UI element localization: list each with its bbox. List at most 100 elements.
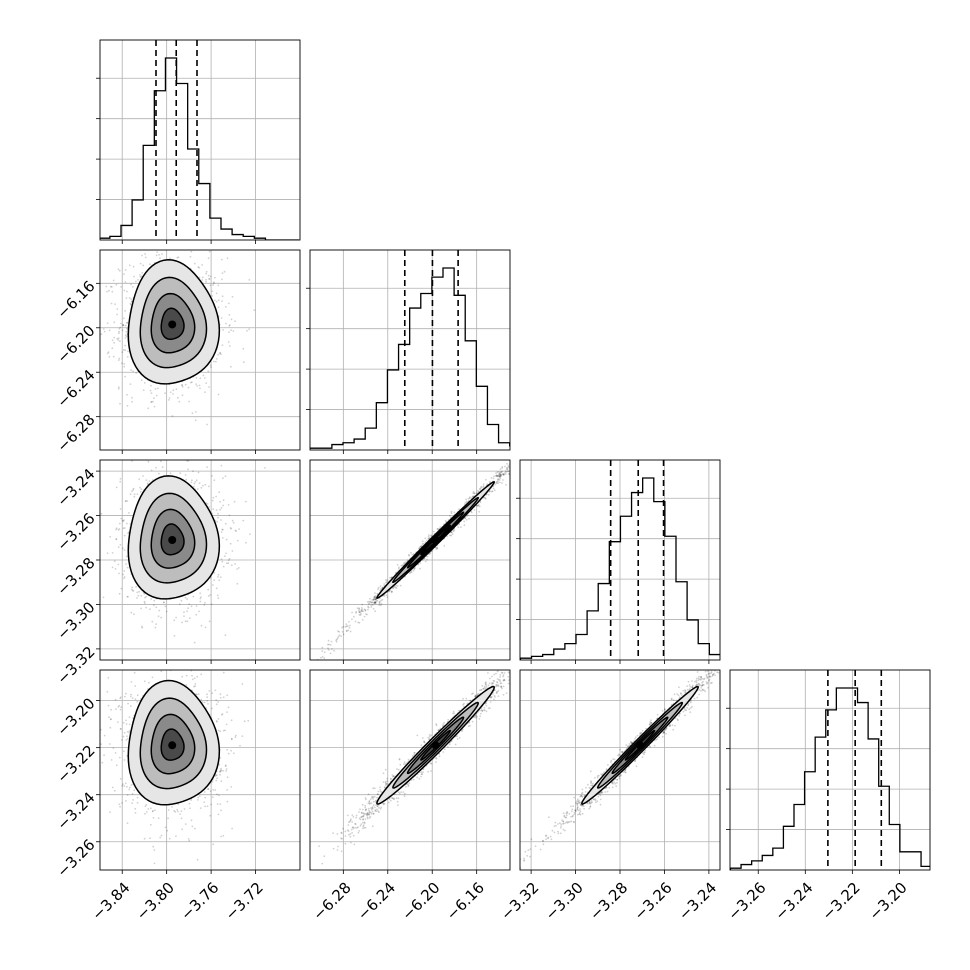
sample-point (129, 493, 132, 496)
sample-point (497, 478, 500, 481)
sample-point (393, 586, 395, 588)
sample-point (190, 250, 193, 253)
sample-point (228, 314, 231, 316)
sample-point (359, 611, 362, 613)
sample-point (153, 405, 156, 408)
sample-point (207, 595, 210, 597)
sample-point (222, 499, 225, 502)
sample-point (118, 269, 121, 272)
sample-point (323, 651, 326, 654)
sample-point (150, 401, 153, 403)
sample-point (506, 466, 509, 469)
sample-point (349, 630, 352, 633)
sample-point (115, 283, 118, 286)
sample-point (219, 500, 222, 503)
sample-point (422, 542, 425, 545)
sample-point (108, 289, 110, 292)
sample-point (175, 388, 178, 391)
sample-point (140, 275, 143, 278)
sample-point (176, 454, 178, 456)
sample-point (135, 280, 137, 283)
sample-point (228, 331, 230, 333)
sample-point (327, 647, 329, 650)
sample-point (225, 552, 227, 555)
sample-point (123, 577, 125, 580)
sample-point (105, 285, 108, 288)
sample-point (128, 264, 131, 267)
sample-point (512, 457, 514, 459)
sample-point (149, 837, 151, 840)
sample-point (525, 453, 527, 455)
sample-point (116, 308, 119, 310)
sample-point (200, 486, 203, 489)
sample-point (149, 823, 152, 826)
sample-point (120, 517, 123, 520)
sample-point (323, 657, 326, 660)
sample-point (487, 493, 490, 496)
sample-point (229, 542, 232, 545)
sample-point (501, 470, 504, 473)
sample-point (140, 625, 143, 628)
sample-point (331, 648, 333, 650)
sample-point (164, 247, 166, 249)
sample-point (130, 369, 133, 371)
sample-point (124, 281, 127, 283)
sample-point (544, 437, 546, 439)
sample-point (502, 473, 505, 476)
sample-point (376, 593, 379, 595)
sample-point (424, 560, 427, 563)
sample-point (222, 696, 225, 699)
sample-point (408, 553, 410, 556)
sample-point (119, 477, 122, 480)
sample-point (102, 328, 105, 330)
sample-point (480, 486, 482, 489)
sample-point (189, 381, 192, 384)
sample-point (126, 737, 129, 740)
panel-content (310, 436, 546, 660)
sample-point (172, 393, 174, 395)
sample-point (499, 481, 501, 484)
sample-point (227, 706, 230, 709)
sample-point (230, 365, 232, 368)
sample-point (119, 480, 122, 483)
sample-point (378, 604, 381, 606)
sample-point (92, 532, 94, 534)
sample-point (232, 330, 235, 332)
sample-point (108, 355, 111, 358)
sample-point (497, 482, 499, 485)
sample-point (212, 496, 215, 499)
sample-point (242, 519, 245, 522)
sample-point (154, 626, 157, 629)
sample-point (162, 601, 165, 604)
sample-point (215, 774, 217, 776)
sample-point (399, 584, 402, 587)
sample-point (514, 461, 516, 463)
sample-point (118, 357, 121, 360)
sample-point (468, 497, 471, 500)
sample-point (114, 568, 117, 570)
sample-point (472, 495, 474, 498)
sample-point (142, 389, 145, 391)
sample-point (217, 729, 220, 732)
scatter-panel-3-0: −3.84 −3.80 −3.76 −3.72−3.26−3.24−3.22−3.20 (53, 669, 301, 924)
sample-point (224, 306, 227, 308)
sample-point (184, 474, 187, 476)
sample-point (426, 558, 428, 561)
sample-point (488, 480, 491, 483)
panel-content (310, 250, 510, 450)
sample-point (110, 285, 113, 288)
sample-point (231, 550, 234, 552)
sample-point (242, 361, 245, 364)
sample-point (191, 479, 193, 482)
sample-point (130, 298, 133, 300)
sample-point (518, 459, 520, 461)
sample-point (220, 531, 223, 533)
sample-point (221, 528, 224, 531)
sample-point (213, 479, 216, 482)
sample-point (217, 718, 220, 720)
sample-point (106, 690, 109, 693)
sample-point (443, 545, 446, 547)
sample-point (139, 273, 141, 276)
sample-point (113, 321, 116, 324)
sample-point (538, 436, 540, 438)
